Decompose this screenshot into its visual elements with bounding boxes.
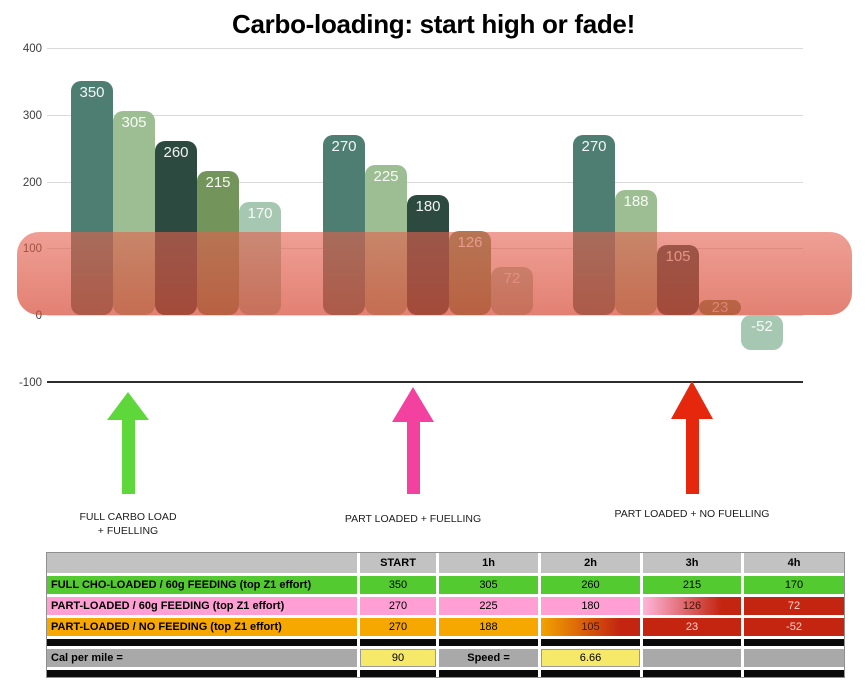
- annotation-label-part-loaded-no-fuelling: PART LOADED + NO FUELLING: [614, 508, 770, 520]
- up-arrow-shaft-part-loaded-fuelling: [406, 421, 420, 494]
- separator-cell: [47, 639, 357, 646]
- up-arrow-shaft-part-loaded-no-fuelling: [685, 418, 699, 494]
- up-arrow-icon-part-loaded-no-fuelling: [671, 381, 713, 419]
- table-header-cell-1h: 1h: [439, 553, 538, 573]
- table-cell-4h: 170: [744, 576, 844, 594]
- separator-cell: [744, 639, 844, 646]
- gridline-400: [47, 48, 803, 49]
- separator-cell: [439, 639, 538, 646]
- footer-cell-2: Speed =: [439, 649, 538, 667]
- z1-effort-band: [17, 231, 852, 315]
- gridline-0: [47, 315, 803, 316]
- separator-cell: [439, 670, 538, 677]
- table-header-cell-2h: 2h: [541, 553, 640, 573]
- separator-cell: [360, 639, 436, 646]
- separator-cell: [643, 639, 741, 646]
- bar-value-label: 225: [373, 167, 399, 185]
- footer-cell-4: [643, 649, 741, 667]
- table-cell-3h: 23: [643, 618, 741, 636]
- separator-cell: [541, 670, 640, 677]
- up-arrow-icon-full-carbo-load: [107, 392, 149, 420]
- y-axis-label-200: 200: [22, 176, 42, 189]
- table-cell-1h: 225: [439, 597, 538, 615]
- footer-cell-1: 90: [360, 649, 436, 667]
- separator-cell: [643, 670, 741, 677]
- table-row-label: FULL CHO-LOADED / 60g FEEDING (top Z1 ef…: [47, 576, 357, 594]
- y-axis-label-0: 0: [35, 310, 42, 322]
- footer-cell-5: [744, 649, 844, 667]
- table-cell-4h: -52: [744, 618, 844, 636]
- table-cell-START: 270: [360, 618, 436, 636]
- y-axis-label-300: 300: [22, 109, 42, 122]
- separator-cell: [47, 670, 357, 677]
- annotation-label-part-loaded-fuelling: PART LOADED + FUELLING: [344, 513, 482, 525]
- separator-cell: [360, 670, 436, 677]
- gridline--100: [47, 380, 803, 383]
- bar-value-label: 188: [623, 192, 649, 210]
- bar-part-load-no-feeding-4h: -52: [741, 315, 783, 350]
- y-axis-label--100: -100: [18, 376, 42, 389]
- separator-cell: [541, 639, 640, 646]
- bar-value-label: -52: [751, 318, 773, 335]
- table-cell-4h: 72: [744, 597, 844, 615]
- up-arrow-icon-part-loaded-fuelling: [392, 387, 434, 422]
- table-cell-START: 350: [360, 576, 436, 594]
- up-arrow-shaft-full-carbo-load: [121, 419, 135, 494]
- table-row-label: PART-LOADED / 60g FEEDING (top Z1 effort…: [47, 597, 357, 615]
- table-cell-2h: 180: [541, 597, 640, 615]
- table-header-cell-blank: [47, 553, 357, 573]
- table-cell-3h: 215: [643, 576, 741, 594]
- table-cell-2h: 105: [541, 618, 640, 636]
- table-cell-2h: 260: [541, 576, 640, 594]
- table-cell-START: 270: [360, 597, 436, 615]
- bar-value-label: 170: [247, 204, 273, 222]
- table-header-cell-4h: 4h: [744, 553, 844, 573]
- bar-value-label: 350: [79, 84, 105, 102]
- bar-value-label: 260: [163, 144, 189, 162]
- gridline-200: [47, 181, 803, 183]
- chart-title: Carbo-loading: start high or fade!: [232, 9, 635, 39]
- bar-value-label: 270: [581, 137, 607, 155]
- bar-value-label: 180: [415, 197, 441, 215]
- table-row-label: PART-LOADED / NO FEEDING (top Z1 effort): [47, 618, 357, 636]
- table-header-cell-START: START: [360, 553, 436, 573]
- annotation-label-full-carbo-load: FULL CARBO LOAD + FUELLING: [79, 511, 177, 537]
- bar-value-label: 215: [205, 174, 231, 192]
- footer-cell-3: 6.66: [541, 649, 640, 667]
- table-cell-3h: 126: [643, 597, 741, 615]
- data-table: START 1h 2h 3h 4h FULL CHO-LOADED / 60g FEEDI…: [46, 552, 845, 678]
- table-header-cell-3h: 3h: [643, 553, 741, 573]
- footer-cell-0: Cal per mile =: [47, 649, 357, 667]
- table-cell-1h: 305: [439, 576, 538, 594]
- separator-cell: [744, 670, 844, 677]
- table-cell-1h: 188: [439, 618, 538, 636]
- y-axis-label-400: 400: [22, 43, 42, 55]
- bar-value-label: 270: [331, 137, 357, 155]
- bar-value-label: 305: [121, 114, 147, 132]
- gridline-300: [47, 114, 803, 116]
- plot-area: 4003002001000-10035030526021517027022518…: [17, 43, 852, 389]
